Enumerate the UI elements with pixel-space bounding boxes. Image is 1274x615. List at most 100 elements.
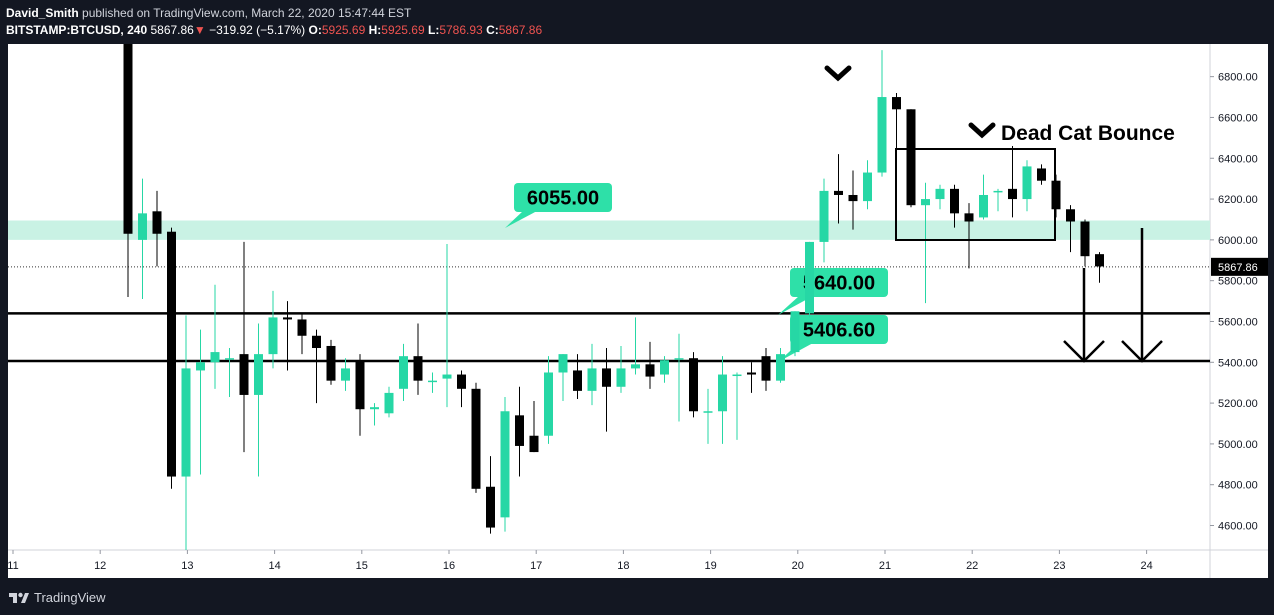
candle[interactable] — [906, 109, 916, 208]
consolidation-box[interactable] — [895, 148, 1056, 241]
chart-canvas[interactable]: 6055.00 5640.00 5406.60 Dead Cat Bounce 46… — [0, 44, 1274, 580]
candle[interactable] — [761, 348, 771, 391]
resistance-zone[interactable] — [8, 220, 1210, 240]
candle[interactable] — [515, 386, 524, 477]
price-tick-label: 6800.00 — [1218, 72, 1258, 84]
candle[interactable] — [138, 178, 147, 300]
candle[interactable] — [355, 354, 365, 436]
candle[interactable] — [544, 356, 553, 444]
candle[interactable] — [602, 348, 611, 432]
low-label: L: — [428, 23, 440, 37]
candle[interactable] — [1037, 164, 1046, 185]
candle[interactable] — [123, 44, 133, 297]
price-axis[interactable] — [1210, 44, 1268, 550]
candle[interactable] — [254, 323, 263, 477]
candle[interactable] — [863, 160, 872, 210]
candle[interactable] — [268, 290, 278, 369]
candle[interactable] — [573, 354, 582, 400]
candle[interactable] — [181, 315, 191, 550]
candle[interactable] — [529, 401, 539, 453]
candle-body — [138, 213, 147, 240]
footer-bar: TradingView — [0, 580, 1274, 615]
candle[interactable] — [689, 352, 698, 418]
candle[interactable] — [326, 339, 336, 385]
candle[interactable] — [993, 188, 1003, 212]
candle[interactable] — [167, 227, 176, 489]
price-tick-label: 5400.00 — [1218, 357, 1258, 369]
candle-body — [558, 354, 568, 373]
candle[interactable] — [413, 323, 423, 395]
tradingview-brand[interactable]: TradingView — [34, 590, 106, 605]
candle[interactable] — [645, 341, 655, 389]
author-name[interactable]: David_Smith — [6, 6, 79, 20]
level-label-5640-box — [790, 268, 888, 297]
candle[interactable] — [964, 203, 974, 269]
candle[interactable] — [703, 388, 713, 444]
candle-body — [573, 370, 582, 391]
time-tick-label: 20 — [792, 560, 804, 572]
candle[interactable] — [283, 301, 292, 371]
candle[interactable] — [297, 313, 307, 355]
candle-body — [906, 109, 916, 206]
candle[interactable] — [1095, 252, 1104, 283]
candle[interactable] — [312, 329, 321, 404]
candle[interactable] — [848, 170, 858, 230]
candle[interactable] — [152, 190, 162, 267]
level-label-5406-text: 5406.60 — [803, 320, 875, 342]
candle[interactable] — [674, 333, 684, 422]
candle[interactable] — [384, 386, 394, 418]
plot-area[interactable] — [8, 44, 1210, 550]
candle[interactable] — [747, 362, 756, 393]
candle[interactable] — [877, 50, 887, 177]
candle[interactable] — [892, 92, 901, 149]
candle[interactable] — [341, 358, 350, 391]
candle-body — [1037, 168, 1046, 181]
candle[interactable] — [819, 178, 829, 263]
candle[interactable] — [225, 348, 234, 397]
candle[interactable] — [660, 356, 669, 383]
candle[interactable] — [1008, 146, 1017, 218]
candle[interactable] — [442, 243, 452, 408]
tradingview-logo-icon[interactable] — [8, 589, 30, 605]
candle[interactable] — [950, 184, 959, 228]
candle[interactable] — [471, 382, 481, 493]
time-axis[interactable] — [8, 550, 1268, 578]
candle[interactable] — [210, 284, 220, 389]
candle[interactable] — [1066, 205, 1075, 253]
symbol-label[interactable]: BITSTAMP:BTCUSD, 240 — [6, 23, 148, 37]
candle[interactable] — [834, 154, 843, 224]
candle-body — [1008, 188, 1017, 200]
candle[interactable] — [239, 241, 249, 453]
candle[interactable] — [428, 372, 437, 393]
candle[interactable] — [616, 345, 626, 393]
candle[interactable] — [370, 403, 379, 426]
candle-body — [384, 392, 394, 414]
candle[interactable] — [399, 343, 408, 402]
candle[interactable] — [790, 311, 800, 357]
candle[interactable] — [587, 343, 597, 406]
candle[interactable] — [196, 329, 205, 475]
time-tick-label: 15 — [356, 560, 368, 572]
level-label-6055[interactable]: 6055.00 — [505, 183, 612, 228]
candle[interactable] — [631, 317, 640, 375]
candle[interactable] — [1080, 219, 1090, 267]
candle[interactable] — [1022, 160, 1032, 212]
candle-body — [544, 372, 553, 436]
candle-body — [457, 374, 466, 389]
candle[interactable] — [732, 372, 742, 440]
level-label-5640[interactable]: 5640.00 — [778, 268, 888, 315]
candle[interactable] — [718, 356, 727, 444]
candle[interactable] — [921, 182, 930, 304]
candle[interactable] — [805, 241, 814, 318]
candle[interactable] — [935, 184, 945, 210]
down-arrow-long-icon[interactable] — [1121, 228, 1163, 363]
candle[interactable] — [486, 456, 495, 534]
down-arrow-short-icon[interactable] — [1063, 268, 1105, 363]
candle[interactable] — [979, 174, 988, 220]
candle[interactable] — [558, 354, 568, 402]
candle[interactable] — [500, 396, 510, 532]
level-label-5406[interactable]: 5406.60 — [778, 315, 888, 362]
candle[interactable] — [457, 370, 466, 408]
candle[interactable] — [776, 348, 785, 383]
candle-body — [341, 368, 350, 381]
